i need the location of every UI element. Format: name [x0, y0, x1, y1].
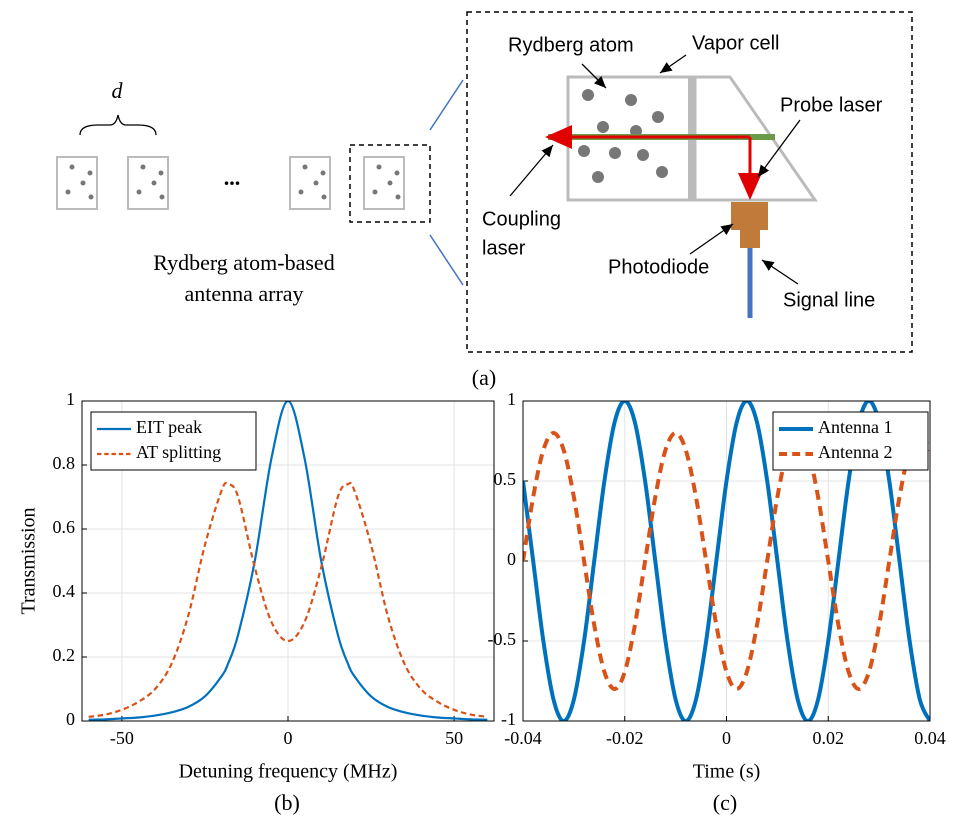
x-tick-label: 50	[445, 728, 463, 748]
label: Coupling	[482, 208, 561, 230]
array-label: Rydberg atom-based	[153, 250, 334, 275]
axes-box	[522, 400, 931, 722]
arrow	[757, 119, 801, 178]
y-tick-label: 1	[66, 389, 75, 409]
antenna-array	[56, 156, 405, 210]
x-tick-label: -50	[110, 728, 134, 748]
series-line	[88, 401, 488, 721]
label: Vapor cell	[692, 32, 779, 54]
label: Signal line	[783, 289, 875, 311]
x-tick-label: 0.02	[813, 728, 845, 748]
arrow	[581, 63, 607, 89]
legend-box	[772, 411, 929, 471]
y-tick-label: 0.5	[494, 469, 517, 489]
arrow	[761, 259, 799, 285]
y-tick-label: -0.5	[488, 629, 517, 649]
legend-label: Antenna 1	[818, 417, 892, 437]
array-label: antenna array	[184, 281, 303, 306]
x-tick-label: 0	[284, 728, 293, 748]
legend-box	[90, 411, 257, 471]
atoms	[578, 89, 668, 183]
y-tick-label: 0.8	[53, 453, 76, 473]
photodiode	[740, 230, 760, 248]
arrow	[509, 144, 554, 197]
series-line	[88, 482, 488, 718]
panel-label: (b)	[274, 790, 300, 815]
panel-label: (c)	[713, 790, 737, 815]
arrow	[659, 54, 687, 74]
brace	[79, 114, 157, 136]
y-tick-label: 0	[66, 709, 75, 729]
panel-label: (a)	[472, 365, 496, 390]
y-tick-label: 0.4	[53, 581, 76, 601]
label: Photodiode	[608, 256, 709, 278]
atom-dots	[65, 164, 401, 200]
x-tick-label: 0	[722, 728, 731, 748]
label: laser	[482, 237, 526, 259]
zoom-box	[466, 11, 913, 353]
y-axis-label: Transmission	[18, 507, 40, 614]
legend-label: AT splitting	[136, 442, 221, 462]
x-tick-label: 0.04	[914, 728, 946, 748]
selection-box	[349, 144, 431, 223]
y-tick-label: 0.6	[53, 517, 76, 537]
y-tick-label: 0.2	[53, 645, 76, 665]
y-tick-label: 0	[507, 549, 516, 569]
label: Probe laser	[780, 94, 883, 116]
ellipsis: ...	[224, 165, 241, 190]
x-tick-label: -0.02	[606, 728, 644, 748]
label: Rydberg atom	[508, 34, 634, 56]
axes-box	[81, 400, 495, 722]
zoom-line	[429, 234, 464, 286]
x-axis-label: Detuning frequency (MHz)	[179, 761, 398, 783]
legend-label: EIT peak	[136, 417, 202, 437]
legend-label: Antenna 2	[818, 442, 892, 462]
x-axis-label: Time (s)	[693, 761, 761, 783]
y-tick-label: -1	[501, 709, 516, 729]
zoom-line	[429, 79, 464, 131]
photodiode	[731, 202, 768, 230]
y-tick-label: 1	[507, 389, 516, 409]
arrow	[689, 223, 734, 255]
x-tick-label: -0.04	[504, 728, 542, 748]
spacing-label: d	[112, 78, 124, 103]
